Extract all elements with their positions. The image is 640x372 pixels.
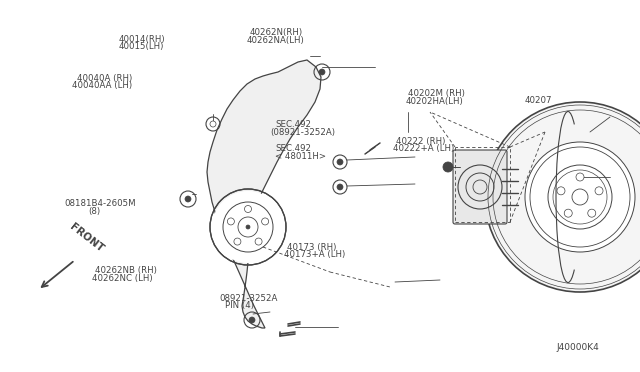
Text: 40040AA (LH): 40040AA (LH): [72, 81, 132, 90]
Circle shape: [576, 173, 584, 181]
Circle shape: [319, 69, 325, 75]
Text: 40040A (RH): 40040A (RH): [77, 74, 132, 83]
Text: 08921-3252A: 08921-3252A: [219, 294, 277, 303]
Text: J40000K4: J40000K4: [557, 343, 600, 352]
Circle shape: [557, 187, 565, 195]
Circle shape: [255, 238, 262, 245]
Circle shape: [212, 191, 284, 263]
Circle shape: [210, 121, 216, 127]
Text: 40173+A (LH): 40173+A (LH): [284, 250, 346, 259]
Circle shape: [588, 209, 596, 217]
Text: 40262NC (LH): 40262NC (LH): [92, 274, 153, 283]
Text: SEC.492: SEC.492: [275, 144, 311, 153]
Circle shape: [485, 102, 640, 292]
Circle shape: [337, 159, 343, 165]
Circle shape: [572, 189, 588, 205]
Text: 40207: 40207: [525, 96, 552, 105]
Text: (08921-3252A): (08921-3252A): [270, 128, 335, 137]
Circle shape: [185, 196, 191, 202]
Polygon shape: [207, 60, 321, 328]
Text: 40015(LH): 40015(LH): [118, 42, 164, 51]
Text: < 48011H>: < 48011H>: [275, 152, 326, 161]
Circle shape: [564, 209, 572, 217]
Text: 40262NB (RH): 40262NB (RH): [95, 266, 157, 275]
Circle shape: [234, 238, 241, 245]
Text: 40262N(RH): 40262N(RH): [250, 28, 303, 37]
Text: 40014(RH): 40014(RH): [118, 35, 165, 44]
Text: 40173 (RH): 40173 (RH): [287, 243, 336, 252]
Text: 40262NA(LH): 40262NA(LH): [246, 36, 304, 45]
Text: (8): (8): [88, 207, 100, 216]
Circle shape: [262, 218, 269, 225]
Circle shape: [595, 187, 603, 195]
Text: 08181B4-2605M: 08181B4-2605M: [64, 199, 136, 208]
Text: 40222+A (LH): 40222+A (LH): [393, 144, 454, 153]
Circle shape: [227, 218, 234, 225]
FancyBboxPatch shape: [453, 150, 507, 224]
Circle shape: [443, 162, 453, 172]
Text: 40202M (RH): 40202M (RH): [408, 89, 465, 98]
Text: PIN (4): PIN (4): [225, 301, 254, 310]
Circle shape: [244, 205, 252, 212]
Text: SEC.492: SEC.492: [275, 120, 311, 129]
Text: 40202HA(LH): 40202HA(LH): [406, 97, 463, 106]
Circle shape: [249, 317, 255, 323]
Text: 40222 (RH): 40222 (RH): [396, 137, 445, 146]
Circle shape: [246, 225, 250, 229]
Circle shape: [337, 184, 343, 190]
Text: FRONT: FRONT: [68, 222, 106, 254]
Circle shape: [525, 142, 635, 252]
